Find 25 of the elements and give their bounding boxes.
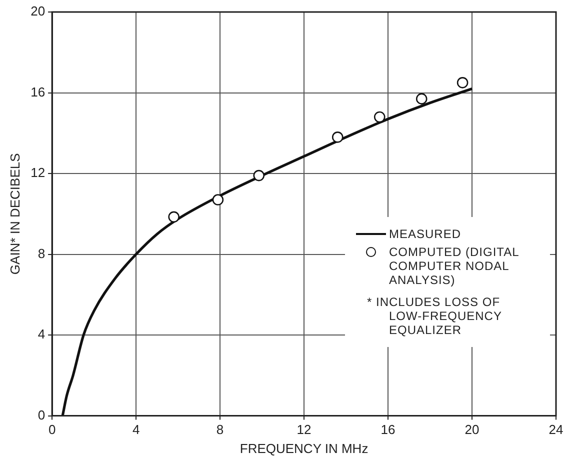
y-axis-title: GAIN* IN DECIBELS — [7, 152, 22, 275]
point — [168, 211, 180, 223]
x-tick-label: 12 — [296, 422, 312, 438]
legend-label: MEASURED — [389, 227, 462, 242]
x-tick-label: 8 — [216, 422, 224, 438]
annotation: * INCLUDES LOSS OF LOW-FREQUENCY EQUALIZER — [366, 295, 503, 338]
x-tick-label: 4 — [132, 422, 140, 438]
point — [374, 111, 386, 123]
x-tick-label: 16 — [380, 422, 396, 438]
y-tick-label: 16 — [30, 84, 46, 100]
point — [212, 194, 224, 206]
x-tick-label: 20 — [464, 422, 480, 438]
point — [332, 132, 344, 143]
y-tick-label: 4 — [38, 326, 46, 342]
point — [456, 77, 468, 88]
x-tick-label: 24 — [548, 422, 564, 438]
x-axis-title: FREQUENCY IN MHz — [240, 440, 368, 456]
y-tick-label: 12 — [30, 165, 46, 180]
y-tick-label: 0 — [38, 407, 46, 422]
x-tick-label: 0 — [48, 422, 56, 438]
legend-label: COMPUTED (DIGITAL COMPUTER NODAL ANALYSIS) — [389, 245, 520, 288]
y-tick-label: 20 — [30, 4, 46, 19]
point — [253, 170, 265, 182]
y-tick-label: 8 — [38, 246, 46, 261]
point — [416, 93, 428, 104]
